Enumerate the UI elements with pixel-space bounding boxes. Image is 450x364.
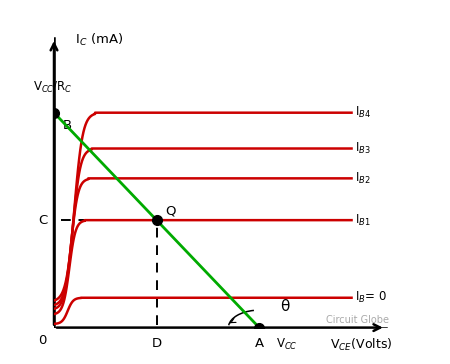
Text: V$_{CC}$/R$_C$: V$_{CC}$/R$_C$ bbox=[33, 80, 73, 95]
Text: C: C bbox=[38, 214, 47, 227]
Text: I$_{B1}$: I$_{B1}$ bbox=[355, 213, 371, 228]
Text: θ: θ bbox=[280, 299, 289, 314]
Text: 0: 0 bbox=[38, 334, 46, 347]
Text: B: B bbox=[63, 119, 72, 132]
Text: I$_{B4}$: I$_{B4}$ bbox=[355, 105, 371, 120]
Text: I$_{B3}$: I$_{B3}$ bbox=[355, 141, 371, 156]
Text: I$_C$ (mA): I$_C$ (mA) bbox=[75, 32, 123, 48]
Text: Q: Q bbox=[165, 204, 176, 217]
Text: V$_{CC}$: V$_{CC}$ bbox=[276, 337, 298, 352]
Text: V$_{CE}$(Volts): V$_{CE}$(Volts) bbox=[330, 337, 392, 353]
Text: I$_B$= 0: I$_B$= 0 bbox=[355, 290, 387, 305]
Text: I$_{B2}$: I$_{B2}$ bbox=[355, 171, 371, 186]
Text: A: A bbox=[255, 337, 264, 349]
Text: D: D bbox=[152, 337, 162, 349]
Text: Circuit Globe: Circuit Globe bbox=[326, 314, 389, 325]
